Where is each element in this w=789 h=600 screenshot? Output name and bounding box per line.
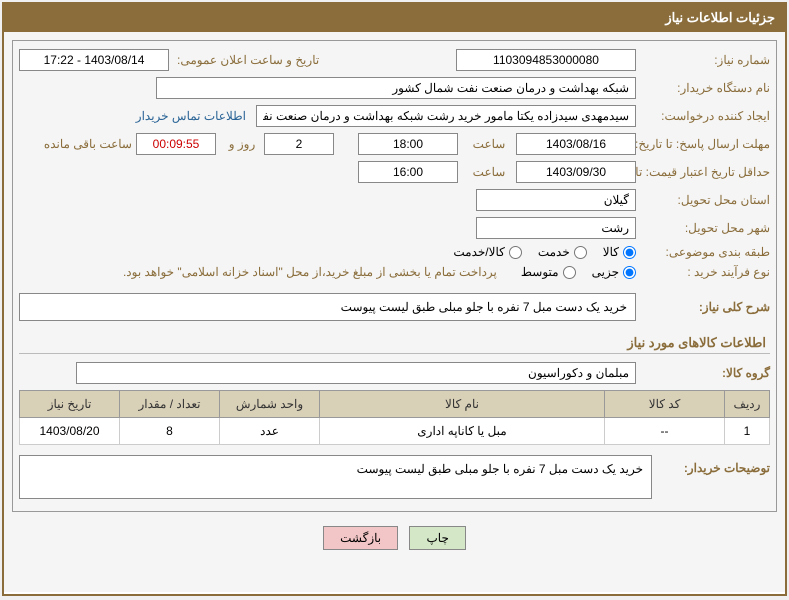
payment-note: پرداخت تمام یا بخشی از مبلغ خرید،از محل … — [123, 265, 497, 279]
items-table: ردیف کد کالا نام کالا واحد شمارش تعداد /… — [19, 390, 770, 445]
validity-date-input[interactable] — [516, 161, 636, 183]
th-row: ردیف — [725, 391, 770, 418]
radio-goods[interactable]: کالا — [603, 245, 636, 259]
radio-both[interactable]: کالا/خدمت — [453, 245, 521, 259]
cell-need-date: 1403/08/20 — [20, 418, 120, 445]
radio-medium-label: متوسط — [521, 265, 559, 279]
items-header: اطلاعات کالاهای مورد نیاز — [19, 327, 770, 354]
radio-goods-input[interactable] — [623, 246, 636, 259]
label-province: استان محل تحویل: — [640, 193, 770, 207]
buyer-desc-box: خرید یک دست مبل 7 نفره با جلو مبلی طبق ل… — [19, 455, 652, 499]
label-item-group: گروه کالا: — [640, 366, 770, 380]
label-req-no: شماره نیاز: — [640, 53, 770, 67]
label-city: شهر محل تحویل: — [640, 221, 770, 235]
back-button[interactable]: بازگشت — [323, 526, 398, 550]
label-buyer-desc: توضیحات خریدار: — [660, 455, 770, 499]
label-days-and: روز و — [220, 137, 260, 151]
label-buyer-org: نام دستگاه خریدار: — [640, 81, 770, 95]
label-general-desc: شرح کلی نیاز: — [640, 300, 770, 314]
item-group-input[interactable] — [76, 362, 636, 384]
radio-service-input[interactable] — [574, 246, 587, 259]
radio-both-input[interactable] — [509, 246, 522, 259]
table-row: 1 -- مبل یا کاناپه اداری عدد 8 1403/08/2… — [20, 418, 770, 445]
cell-unit: عدد — [220, 418, 320, 445]
cell-qty: 8 — [120, 418, 220, 445]
radio-medium[interactable]: متوسط — [521, 265, 576, 279]
label-remaining: ساعت باقی مانده — [40, 137, 132, 151]
th-unit: واحد شمارش — [220, 391, 320, 418]
ann-date-input[interactable] — [19, 49, 169, 71]
label-process-type: نوع فرآیند خرید : — [640, 265, 770, 279]
deadline-time-input[interactable] — [358, 133, 458, 155]
label-ann-date: تاریخ و ساعت اعلان عمومی: — [173, 53, 319, 67]
label-time-2: ساعت — [462, 165, 512, 179]
radio-medium-input[interactable] — [563, 266, 576, 279]
cell-code: -- — [605, 418, 725, 445]
general-desc-box: خرید یک دست مبل 7 نفره با جلو مبلی طبق ل… — [19, 293, 636, 321]
req-no-input[interactable] — [456, 49, 636, 71]
radio-service[interactable]: خدمت — [538, 245, 587, 259]
label-requester: ایجاد کننده درخواست: — [640, 109, 770, 123]
requester-input[interactable] — [256, 105, 636, 127]
radio-partial[interactable]: جزیی — [592, 265, 636, 279]
th-need-date: تاریخ نیاز — [20, 391, 120, 418]
title-bar: جزئیات اطلاعات نیاز — [4, 4, 785, 32]
days-input[interactable] — [264, 133, 334, 155]
validity-time-input[interactable] — [358, 161, 458, 183]
contact-link[interactable]: اطلاعات تماس خریدار — [136, 109, 252, 123]
radio-goods-label: کالا — [603, 245, 619, 259]
label-validity: حداقل تاریخ اعتبار قیمت: تا تاریخ: — [640, 165, 770, 179]
province-input[interactable] — [476, 189, 636, 211]
countdown-input — [136, 133, 216, 155]
cell-row: 1 — [725, 418, 770, 445]
buyer-org-input[interactable] — [156, 77, 636, 99]
radio-partial-input[interactable] — [623, 266, 636, 279]
city-input[interactable] — [476, 217, 636, 239]
cell-name: مبل یا کاناپه اداری — [320, 418, 605, 445]
radio-both-label: کالا/خدمت — [453, 245, 504, 259]
label-category: طبقه بندی موضوعی: — [640, 245, 770, 259]
th-code: کد کالا — [605, 391, 725, 418]
radio-service-label: خدمت — [538, 245, 570, 259]
print-button[interactable]: چاپ — [409, 526, 465, 550]
label-deadline: مهلت ارسال پاسخ: تا تاریخ: — [640, 137, 770, 151]
deadline-date-input[interactable] — [516, 133, 636, 155]
radio-partial-label: جزیی — [592, 265, 619, 279]
label-time-1: ساعت — [462, 137, 512, 151]
th-name: نام کالا — [320, 391, 605, 418]
th-qty: تعداد / مقدار — [120, 391, 220, 418]
